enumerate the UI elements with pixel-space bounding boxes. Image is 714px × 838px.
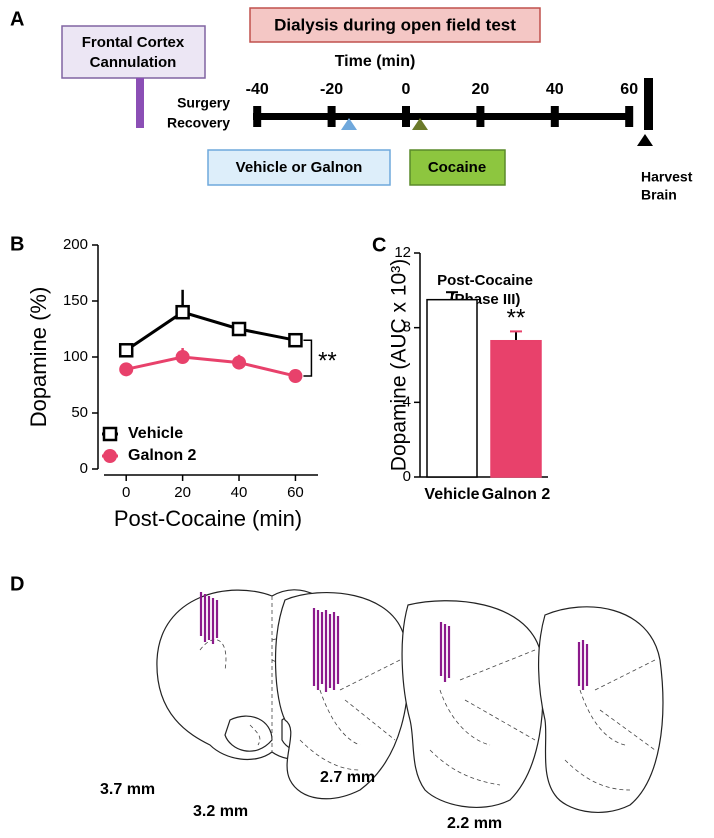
legend-marker [103,449,117,463]
marker [231,321,247,337]
x-tick-label: 60 [287,484,304,501]
y-axis-label: Dopamine (%) [26,287,51,428]
x-axis-label: Post-Cocaine (min) [114,506,302,531]
annotation: ** [318,347,337,374]
time-axis-label: Time (min) [335,53,416,70]
cannulation-text: Frontal Cortex [82,34,185,51]
y-tick-label: 200 [63,236,88,253]
drug-text: Cocaine [428,159,486,176]
timeline-tick-label: 0 [402,81,411,98]
significance-bracket [303,339,313,377]
y-tick-label: 0 [80,460,88,477]
marker [288,332,303,348]
timeline-tick [327,106,336,127]
timeline-line [253,113,629,120]
y-tick-label: 100 [63,348,88,365]
x-tick-label: 40 [231,484,248,501]
recovery-text: Recovery [167,115,230,131]
section-label: 3.2 mm [193,803,248,820]
treatment-box [207,149,391,186]
legend-label: Vehicle [128,425,183,442]
section-label: 2.2 mm [447,815,502,832]
series-line [125,310,296,352]
bar [426,298,478,478]
timeline-tick-label: -40 [246,81,269,98]
cannulation-bar [136,78,144,128]
y-axis-label: Dopamine (AUC x 10³) [388,259,411,471]
y-tick-label: 4 [403,393,411,410]
x-tick-label: Galnon 2 [482,486,551,503]
y-tick-label: 12 [394,244,411,261]
bar [490,339,542,478]
arrow [341,118,357,150]
dialysis-box [249,7,541,43]
recovery-text: Surgery [177,95,230,111]
panel-label: B [10,233,24,255]
timeline-tick [625,106,634,127]
annotation: ** [507,305,526,332]
y-tick-label: 0 [403,468,411,485]
section [274,591,409,800]
series-line [125,355,296,378]
drug-box [409,149,506,186]
harvest-text: Harvest [641,169,693,185]
probe-placements [199,592,589,692]
harvest-text: Brain [641,187,677,203]
brain-sections [156,589,664,813]
timeline-ticks: -40 -20 0 20 40 60 [246,81,638,127]
panel-label: A [10,8,24,30]
marker [175,350,190,364]
legend-label: Galnon 2 [128,447,197,464]
harvest-bar [644,78,653,130]
arrow [637,134,653,162]
cannulation-box [61,25,206,79]
timeline-tick-label: 60 [620,81,638,98]
timeline-tick-label: 40 [546,81,564,98]
legend-marker [102,426,118,442]
marker [175,304,190,320]
dialysis-title: Dialysis during open field test [274,15,516,34]
y-tick-label: 50 [71,404,88,421]
timeline-tick-label: -20 [320,81,343,98]
timeline-tick [550,106,559,127]
marker [232,355,247,370]
y-tick-label: 8 [403,319,411,336]
arrow [412,118,428,150]
marker [119,362,134,377]
section-label: 3.7 mm [100,781,155,798]
section-lines [429,649,536,786]
x-tick-label: 20 [174,484,191,501]
section-label: 2.7 mm [320,769,375,786]
cannulation-text: Cannulation [90,54,177,71]
x-tick-label: 0 [122,484,130,501]
chart-title: Post-Cocaine [437,272,533,289]
x-tick-label: Vehicle [424,486,479,503]
timeline-tick [476,106,485,127]
timeline-tick [253,106,262,127]
marker [118,343,134,358]
panel-label: D [10,573,24,595]
treatment-text: Vehicle or Galnon [236,159,363,176]
timeline-tick-label: 20 [472,81,490,98]
marker [288,369,303,384]
timeline-tick [402,106,410,127]
panel-label: C [372,234,386,256]
section [537,606,664,813]
y-tick-label: 150 [63,292,88,309]
